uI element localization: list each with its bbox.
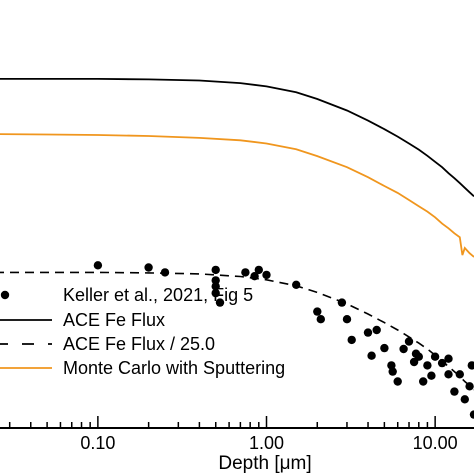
- data-point: [404, 337, 414, 346]
- series-line-3: [0, 133, 474, 258]
- data-point: [347, 335, 356, 345]
- data-point: [215, 298, 225, 307]
- legend-label: ACE Fe Flux / 25.0: [63, 334, 215, 354]
- data-point: [460, 395, 469, 404]
- data-point: [414, 352, 423, 361]
- data-point: [250, 272, 259, 281]
- data-point: [211, 265, 220, 275]
- data-point: [430, 352, 440, 361]
- data-point: [160, 268, 170, 277]
- data-point: [211, 276, 220, 285]
- data-point: [144, 263, 153, 272]
- data-point: [372, 325, 381, 335]
- data-point: [467, 361, 474, 370]
- data-point: [450, 387, 459, 396]
- data-point: [427, 371, 436, 380]
- legend-label: Keller et al., 2021, Fig 5: [63, 285, 253, 305]
- data-point: [254, 265, 263, 275]
- plot-area: [0, 78, 474, 419]
- data-point: [399, 344, 408, 354]
- x-tick-label: 0.10: [80, 433, 115, 453]
- data-point: [469, 410, 474, 419]
- x-axis: 0.10 1.00 10.00: [0, 416, 474, 453]
- data-point: [241, 268, 250, 277]
- data-point: [437, 358, 447, 368]
- data-point: [316, 315, 325, 324]
- x-tick-label: 10.00: [413, 433, 458, 453]
- data-point: [444, 354, 453, 363]
- data-point: [211, 288, 220, 298]
- data-point: [367, 351, 376, 360]
- legend-label: Monte Carlo with Sputtering: [63, 358, 285, 378]
- data-point: [393, 377, 402, 386]
- legend: Keller et al., 2021, Fig 5 ACE Fe Flux ACE…: [0, 285, 285, 378]
- data-point: [337, 298, 347, 307]
- data-point: [363, 328, 373, 337]
- x-tick-label: 1.00: [249, 433, 284, 453]
- data-point: [211, 282, 220, 291]
- x-axis-label: Depth [μm]: [218, 453, 311, 474]
- legend-label: ACE Fe Flux: [63, 310, 165, 330]
- series-line-1: [0, 78, 474, 198]
- data-point: [419, 377, 428, 386]
- data-point: [342, 315, 352, 324]
- data-point: [292, 280, 301, 289]
- data-point: [423, 361, 432, 370]
- data-point: [313, 307, 322, 316]
- data-point: [455, 370, 464, 379]
- data-point: [465, 382, 474, 391]
- legend-marker: [0, 290, 10, 300]
- series-line-2: [0, 271, 474, 391]
- data-point: [93, 261, 103, 270]
- data-point: [380, 343, 389, 353]
- data-point: [444, 370, 453, 379]
- data-point: [388, 367, 397, 376]
- data-point: [262, 270, 271, 280]
